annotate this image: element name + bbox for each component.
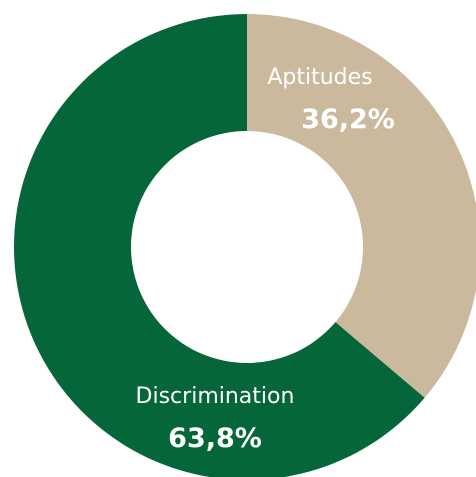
slice-value-discrimination: 63,8% [168,423,262,454]
slice-aptitudes [247,14,476,398]
slice-label-discrimination: Discrimination [136,384,295,409]
labels-layer: Aptitudes 36,2% Discrimination 63,8% [136,65,395,454]
slice-label-aptitudes: Aptitudes [267,65,372,90]
slice-value-aptitudes: 36,2% [301,104,395,135]
donut-hole [131,131,363,363]
